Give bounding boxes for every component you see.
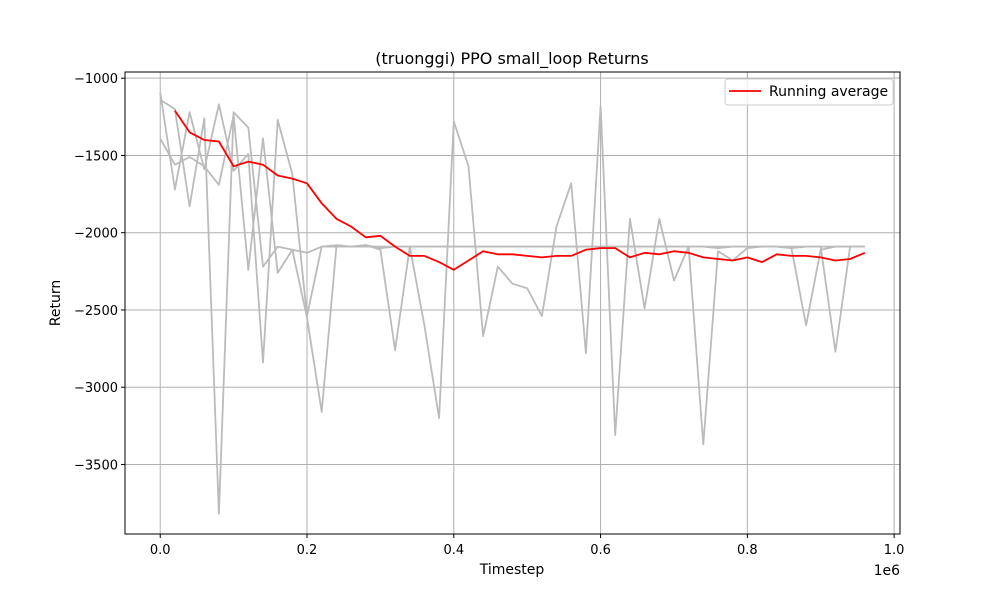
- y-tick-label: −2000: [74, 227, 118, 242]
- y-axis-ticks: −1000 −1500 −2000 −2500 −3000 −3500: [74, 72, 125, 473]
- x-tick-label: 0.6: [590, 543, 611, 558]
- raw-returns-line-1: [159, 91, 865, 364]
- raw-returns-line-3: [159, 114, 865, 446]
- legend: Running average: [724, 78, 894, 106]
- raw-returns-lines: [159, 91, 865, 515]
- running-average-line: [174, 110, 866, 271]
- x-axis-ticks: 0.0 0.2 0.4 0.6 0.8 1.0: [150, 534, 905, 558]
- x-tick-label: 0.4: [443, 543, 464, 558]
- x-axis-offset-label: 1e6: [874, 563, 901, 579]
- plot-frame: [124, 71, 901, 535]
- y-axis-label: Return: [48, 280, 64, 326]
- y-tick-label: −2500: [74, 304, 118, 319]
- y-tick-label: −3000: [74, 381, 118, 396]
- x-tick-label: 1.0: [884, 543, 905, 558]
- chart-title: (truonggi) PPO small_loop Returns: [375, 49, 649, 69]
- x-tick-label: 0.2: [297, 543, 318, 558]
- raw-returns-line-2: [159, 99, 865, 515]
- y-tick-label: −1000: [74, 72, 118, 87]
- legend-label-running-average: Running average: [769, 84, 888, 100]
- grid: [125, 72, 900, 534]
- y-tick-label: −3500: [74, 458, 118, 473]
- x-axis-label: Timestep: [479, 562, 545, 578]
- x-tick-label: 0.8: [737, 543, 758, 558]
- legend-box: [724, 78, 894, 106]
- running-average-line-group: [174, 110, 866, 271]
- x-tick-label: 0.0: [150, 543, 171, 558]
- y-tick-label: −1500: [74, 149, 118, 164]
